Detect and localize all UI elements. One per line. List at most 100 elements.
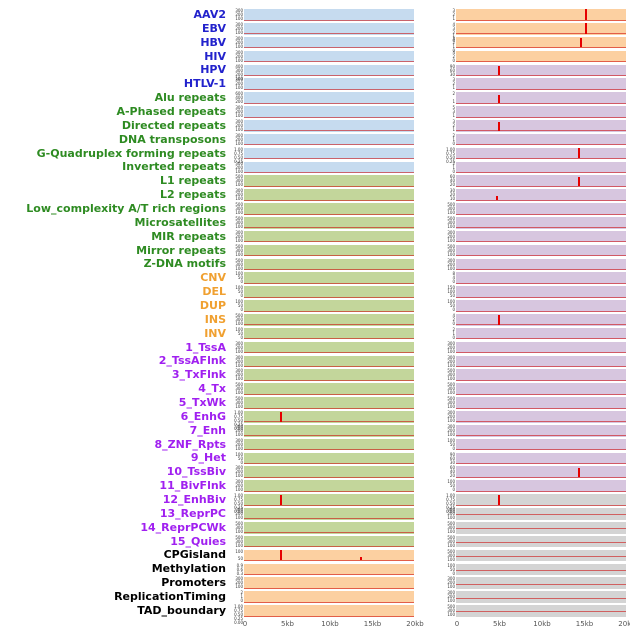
y-tick-label: 100: [447, 556, 455, 562]
y-tick-label: 30: [449, 188, 455, 194]
left-signal-plot: [244, 327, 414, 340]
right-signal-plot: [456, 466, 626, 479]
y-tick-label: 100: [235, 43, 243, 49]
row-label: L1 repeats: [160, 174, 226, 188]
left-signal-plot: [244, 383, 414, 395]
signal-baseline: [244, 296, 414, 298]
signal-baseline: [244, 172, 414, 173]
right-signal-plot: [456, 203, 626, 215]
signal-baseline: [244, 19, 414, 21]
signal-baseline: [244, 130, 414, 132]
row-label: Methylation: [151, 562, 226, 576]
signal-baseline: [244, 213, 414, 215]
y-axis-ticks: 300 200 100: [230, 369, 244, 381]
right-signal-plot: [456, 549, 626, 562]
y-tick-label: 100: [235, 265, 243, 271]
signal-baseline: [456, 74, 626, 76]
signal-baseline: [456, 61, 626, 63]
y-tick-label: 0.75: [234, 497, 243, 503]
y-tick-label: 0: [452, 570, 455, 576]
right-signal-plot: [456, 591, 626, 603]
left-signal-plot: [244, 480, 414, 492]
y-tick-label: 100: [447, 598, 455, 604]
signal-baseline: [456, 463, 626, 465]
y-tick-label: 0.50: [234, 501, 243, 507]
x-axis-left: 0 5kb 10kb 15kb 20kb: [243, 618, 424, 630]
y-axis-ticks: 300 200 100: [442, 258, 456, 271]
y-tick-label: 200: [235, 71, 243, 77]
right-signal-plot: [456, 22, 626, 35]
y-axis-ticks: 100 50 0: [230, 327, 244, 340]
y-tick-label: 1: [240, 594, 243, 600]
y-axis-ticks: 300 200 100: [230, 355, 244, 368]
y-tick-label: 300: [235, 119, 243, 124]
row-label: DEL: [202, 285, 226, 299]
y-tick-label: 100: [235, 299, 243, 305]
row-label: DUP: [199, 298, 226, 312]
y-tick-label: 300: [235, 261, 243, 267]
signal-baseline: [456, 421, 626, 423]
track-row: 15_Quies 500 300 100 500 300 100: [0, 535, 630, 549]
row-label: 4_Tx: [198, 382, 226, 396]
y-tick-label: 100: [235, 57, 243, 63]
left-signal-plot: [244, 161, 414, 174]
signal-baseline: [456, 569, 626, 571]
y-axis-ticks: 1.00 0.75 0.50 0.25 0.00: [442, 494, 456, 514]
signal-baseline: [244, 490, 414, 492]
y-axis-ticks: 300 200 100: [230, 480, 244, 492]
y-tick-label: 3: [452, 77, 455, 83]
track-row: INS 500 300 100 4 2 0: [0, 313, 630, 327]
y-tick-label: 0: [240, 334, 243, 340]
signal-baseline: [244, 338, 414, 340]
right-signal-plot: [456, 244, 626, 257]
track-row: L1 repeats 500 300 100 60 40 20: [0, 174, 630, 188]
y-axis-ticks: 300 200 100: [230, 577, 244, 589]
y-tick-label: 300: [235, 67, 243, 73]
x-tick-label: 5kb: [493, 619, 506, 628]
y-tick-label: 60: [449, 67, 455, 73]
left-signal-plot: [244, 452, 414, 465]
right-signal-plot: [456, 9, 626, 21]
y-tick-label: 0: [240, 598, 243, 604]
y-tick-label: 200: [447, 414, 455, 420]
signal-peak: [497, 314, 500, 325]
y-tick-label: 200: [235, 136, 243, 142]
y-tick-label: 100: [235, 376, 243, 382]
track-row: HTLV-1 300 200 100 3 2 1: [0, 77, 630, 91]
signal-baseline: [456, 158, 626, 160]
signal-baseline: [244, 504, 414, 506]
right-signal-plot: [456, 508, 626, 520]
left-signal-plot: [244, 438, 414, 451]
track-row: A-Phased repeats 300 200 100 5 3 1: [0, 105, 630, 119]
y-axis-ticks: 60 40 20: [442, 175, 456, 187]
y-axis-ticks: 100 50 0: [442, 300, 456, 312]
signal-baseline: [456, 213, 626, 215]
track-row: HIV 300 200 100 4 2 0: [0, 50, 630, 64]
signal-baseline: [456, 597, 626, 599]
right-signal-plot: [456, 577, 626, 589]
right-signal-plot: [456, 424, 626, 437]
y-tick-label: 500: [447, 216, 455, 222]
signal-baseline: [456, 19, 626, 21]
y-tick-label: 300: [447, 247, 455, 253]
right-signal-plot: [456, 369, 626, 382]
y-tick-label: 100: [235, 404, 243, 410]
y-tick-label: 2: [240, 590, 243, 596]
signal-baseline: [244, 587, 414, 589]
y-tick-label: 2: [452, 317, 455, 323]
y-axis-ticks: 300 200 100: [230, 341, 244, 354]
y-axis-ticks: 500 300 100: [230, 521, 244, 534]
y-axis-ticks: 90 60 30: [442, 452, 456, 465]
y-tick-label: 50: [237, 289, 243, 295]
y-tick-label: 500: [447, 396, 455, 402]
y-axis-ticks: 300 200 100: [230, 508, 244, 520]
signal-baseline: [456, 490, 626, 492]
row-label: L2 repeats: [160, 188, 226, 202]
left-signal-plot: [244, 230, 414, 243]
left-signal-plot: [244, 369, 414, 382]
track-row: 3_TxFlnk 300 200 100 500 300 100: [0, 368, 630, 382]
left-signal-plot: [244, 355, 414, 368]
y-tick-label: 300: [447, 608, 455, 614]
